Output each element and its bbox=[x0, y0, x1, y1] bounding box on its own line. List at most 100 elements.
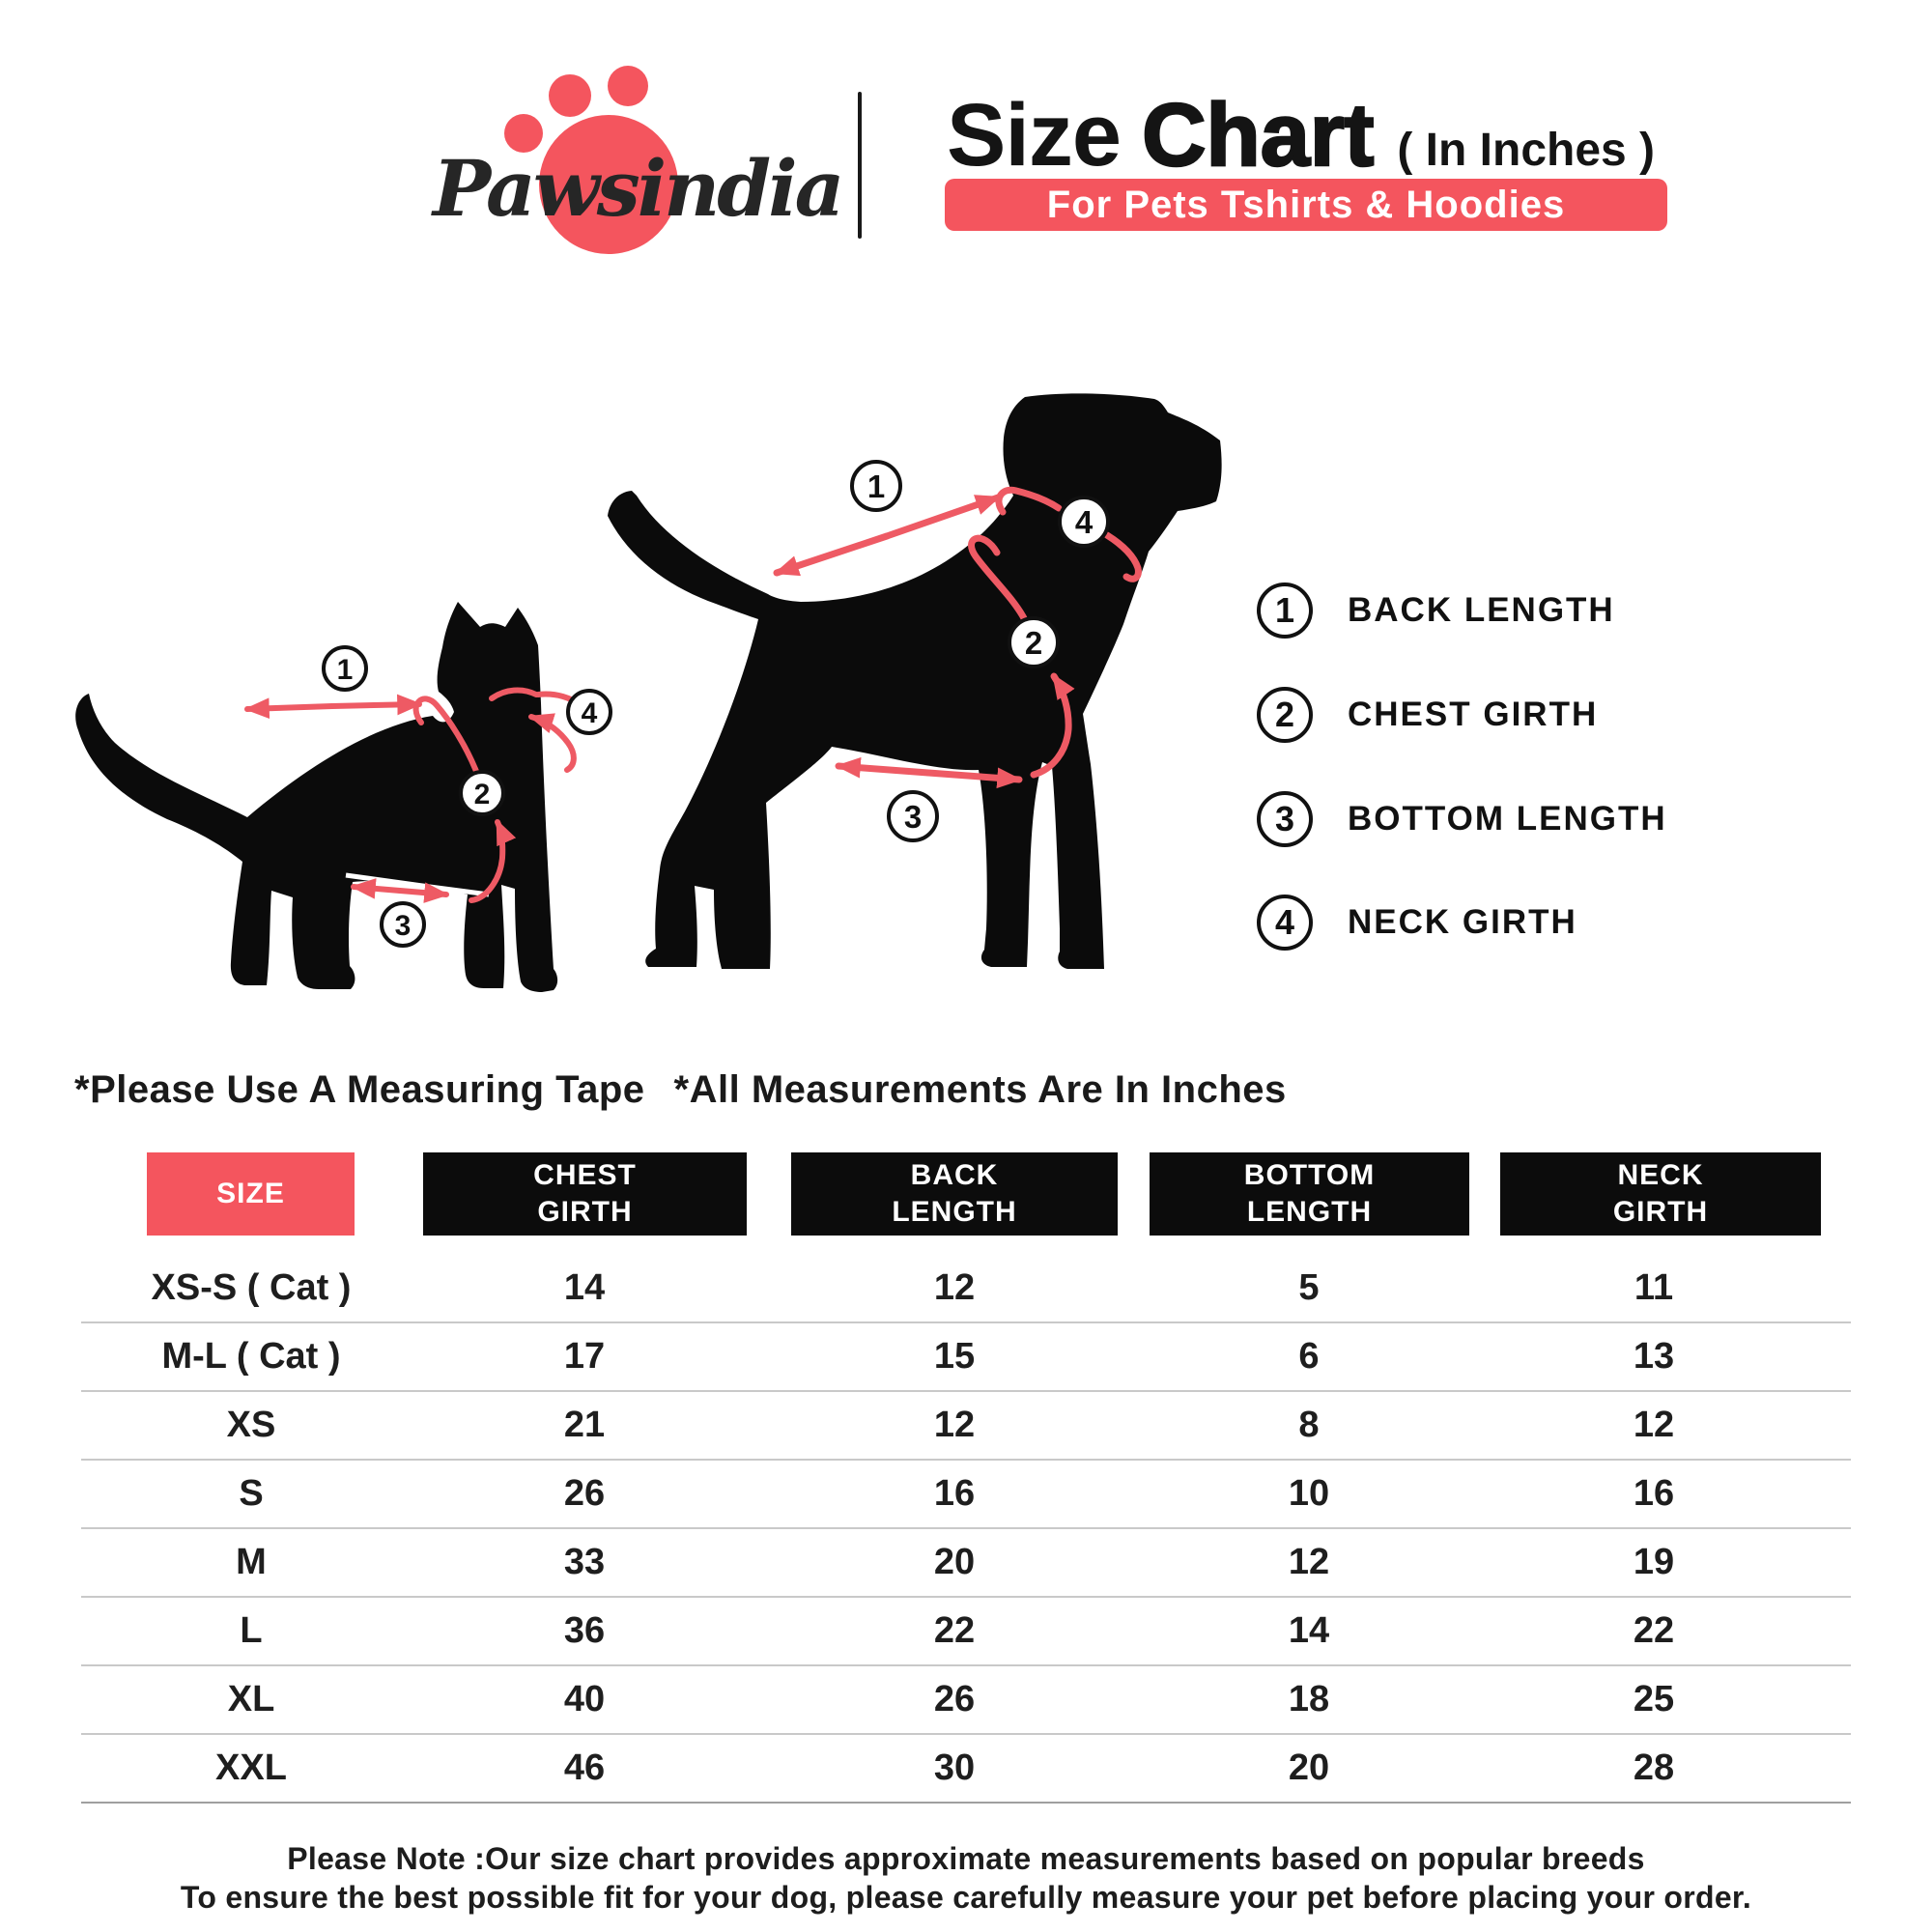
column-header-chest-girth: CHEST GIRTH bbox=[423, 1152, 747, 1236]
cell-back: 16 bbox=[933, 1473, 976, 1514]
cat-marker-2: 2 bbox=[459, 770, 505, 816]
cell-size: M bbox=[236, 1542, 267, 1582]
cell-back: 26 bbox=[933, 1679, 976, 1719]
svg-text:3: 3 bbox=[904, 799, 922, 835]
column-header-bottom-length: BOTTOM LENGTH bbox=[1150, 1152, 1469, 1236]
cell-bottom: 14 bbox=[1288, 1610, 1330, 1651]
cell-neck: 22 bbox=[1633, 1610, 1675, 1651]
cat-marker-1: 1 bbox=[322, 645, 368, 692]
cell-bottom: 8 bbox=[1298, 1405, 1320, 1445]
dog-back-length-arrow bbox=[773, 532, 891, 577]
cell-chest: 36 bbox=[563, 1610, 606, 1651]
cell-chest: 14 bbox=[563, 1267, 606, 1308]
note-measuring-tape: *Please Use A Measuring Tape bbox=[74, 1068, 645, 1111]
legend-item-neck-girth: 4 NECK GIRTH bbox=[1257, 895, 1577, 951]
cell-size: XL bbox=[227, 1679, 275, 1719]
legend-label-4: NECK GIRTH bbox=[1348, 903, 1577, 941]
legend-marker-4: 4 bbox=[1257, 895, 1313, 951]
cat-silhouette bbox=[75, 602, 558, 992]
cell-neck: 12 bbox=[1633, 1405, 1675, 1445]
cell-bottom: 12 bbox=[1288, 1542, 1330, 1582]
legend-item-chest-girth: 2 CHEST GIRTH bbox=[1257, 687, 1598, 743]
header-divider bbox=[858, 92, 862, 239]
cell-size: XS bbox=[226, 1405, 276, 1445]
cat-marker-3: 3 bbox=[380, 901, 426, 948]
cell-bottom: 20 bbox=[1288, 1747, 1330, 1788]
size-table-body: XS-S ( Cat ) 14 12 5 11 M-L ( Cat ) 17 15 6 13 X… bbox=[81, 1236, 1851, 1804]
table-row-xl: XL 40 26 18 25 bbox=[81, 1666, 1851, 1735]
cell-bottom: 18 bbox=[1288, 1679, 1330, 1719]
legend-marker-3: 3 bbox=[1257, 791, 1313, 847]
paw-icon bbox=[504, 66, 678, 254]
table-row-s: S 26 16 10 16 bbox=[81, 1461, 1851, 1529]
cell-chest: 26 bbox=[563, 1473, 606, 1514]
legend-label-3: BOTTOM LENGTH bbox=[1348, 800, 1667, 838]
cell-neck: 11 bbox=[1634, 1267, 1674, 1308]
footer-note-line1: Please Note :Our size chart provides app… bbox=[287, 1841, 1645, 1876]
note-units: *All Measurements Are In Inches bbox=[673, 1068, 1287, 1111]
cat-neck-girth-arc bbox=[489, 687, 539, 701]
cat-belly-highlight bbox=[345, 872, 490, 897]
cell-neck: 13 bbox=[1633, 1336, 1675, 1377]
size-table-header: SIZE CHEST GIRTH BACK LENGTH BOTTOM LENGTH … bbox=[81, 1152, 1851, 1236]
cell-bottom: 5 bbox=[1298, 1267, 1320, 1308]
title-word-size: Size bbox=[947, 86, 1122, 185]
dog-marker-1: 1 bbox=[850, 460, 902, 512]
category-badge: For Pets Tshirts & Hoodies bbox=[945, 179, 1667, 231]
cell-neck: 28 bbox=[1633, 1747, 1675, 1788]
title-word-chart: Chart bbox=[1141, 85, 1376, 186]
cell-size: XS-S ( Cat ) bbox=[151, 1267, 352, 1308]
cell-neck: 25 bbox=[1633, 1679, 1675, 1719]
table-row-xs-s-cat: XS-S ( Cat ) 14 12 5 11 bbox=[81, 1255, 1851, 1323]
legend-marker-2: 2 bbox=[1257, 687, 1313, 743]
dog-silhouette bbox=[608, 393, 1222, 970]
dog-neck-girth-arc bbox=[995, 486, 1063, 516]
cell-back: 15 bbox=[933, 1336, 976, 1377]
legend-item-bottom-length: 3 BOTTOM LENGTH bbox=[1257, 791, 1667, 847]
legend-marker-1: 1 bbox=[1257, 582, 1313, 639]
table-row-l: L 36 22 14 22 bbox=[81, 1598, 1851, 1666]
cell-back: 20 bbox=[933, 1542, 976, 1582]
svg-text:4: 4 bbox=[1075, 504, 1094, 540]
cat-marker-4: 4 bbox=[566, 689, 612, 735]
cell-size: L bbox=[240, 1610, 263, 1651]
cell-bottom: 10 bbox=[1288, 1473, 1330, 1514]
title-units: ( In Inches ) bbox=[1397, 125, 1656, 176]
svg-text:1: 1 bbox=[337, 654, 354, 686]
cell-size: S bbox=[239, 1473, 264, 1514]
cell-chest: 33 bbox=[563, 1542, 606, 1582]
cell-neck: 19 bbox=[1633, 1542, 1675, 1582]
legend-label-1: BACK LENGTH bbox=[1348, 591, 1615, 629]
page-title: Size Chart ( In Inches ) bbox=[947, 85, 1655, 186]
footer-note-line2: To ensure the best possible fit for your… bbox=[180, 1880, 1752, 1915]
table-row-m-l-cat: M-L ( Cat ) 17 15 6 13 bbox=[81, 1323, 1851, 1392]
cell-back: 22 bbox=[933, 1610, 976, 1651]
dog-measurement-arrows bbox=[773, 486, 1142, 789]
cat-bottom-length-arrow bbox=[350, 878, 403, 899]
column-header-size: SIZE bbox=[147, 1152, 355, 1236]
cell-chest: 40 bbox=[563, 1679, 606, 1719]
legend-item-back-length: 1 BACK LENGTH bbox=[1257, 582, 1615, 639]
svg-text:2: 2 bbox=[1025, 625, 1042, 661]
cell-bottom: 6 bbox=[1298, 1336, 1320, 1377]
legend-label-2: CHEST GIRTH bbox=[1348, 696, 1599, 733]
measurement-notes: *Please Use A Measuring Tape *All Measure… bbox=[74, 1068, 1287, 1112]
brand-text: Pawsindia bbox=[433, 143, 844, 234]
cell-chest: 46 bbox=[563, 1747, 606, 1788]
cell-neck: 16 bbox=[1633, 1473, 1675, 1514]
svg-text:1: 1 bbox=[867, 469, 885, 504]
cell-chest: 21 bbox=[563, 1405, 606, 1445]
pets-measurement-diagram: 1 2 3 4 1 2 3 4 bbox=[75, 393, 1222, 992]
dog-chest-girth-arc bbox=[968, 534, 1028, 622]
dog-marker-2: 2 bbox=[1008, 616, 1060, 668]
dog-marker-4: 4 bbox=[1058, 496, 1110, 548]
cell-size: XXL bbox=[215, 1747, 287, 1788]
cell-back: 12 bbox=[933, 1267, 976, 1308]
table-row-m: M 33 20 12 19 bbox=[81, 1529, 1851, 1598]
cell-back: 30 bbox=[933, 1747, 976, 1788]
dog-bottom-length-arrow bbox=[835, 756, 932, 779]
cell-chest: 17 bbox=[563, 1336, 606, 1377]
svg-text:4: 4 bbox=[582, 697, 598, 729]
table-row-xxl: XXL 46 30 20 28 bbox=[81, 1735, 1851, 1804]
